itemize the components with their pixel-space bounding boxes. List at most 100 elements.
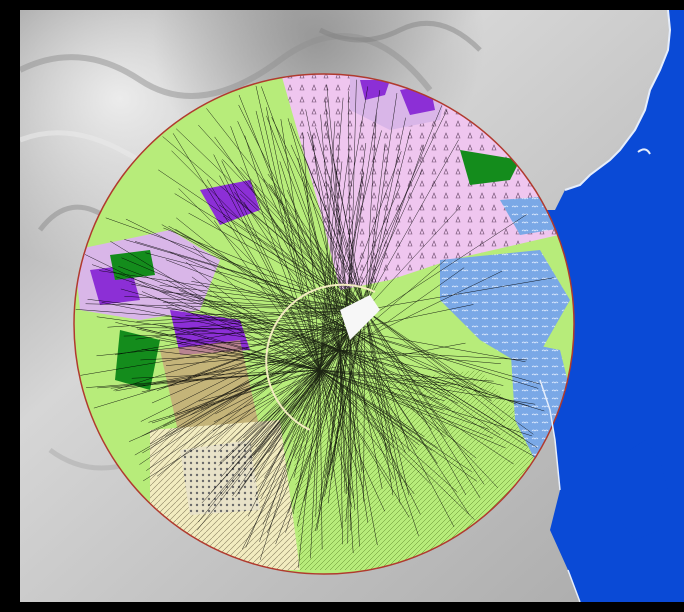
sight-line <box>364 93 398 311</box>
sight-line <box>286 189 351 331</box>
sight-line <box>315 127 366 311</box>
sight-line <box>349 329 406 453</box>
sight-line <box>225 329 351 477</box>
sight-line <box>136 309 366 322</box>
sight-line <box>319 121 336 371</box>
sight-line <box>319 369 410 518</box>
sight-line <box>364 277 554 311</box>
sight-line <box>261 86 351 331</box>
sight-line <box>285 329 351 533</box>
sight-line <box>151 369 321 424</box>
sight-line <box>179 339 341 351</box>
sight-line <box>349 329 439 401</box>
sight-line <box>260 329 351 500</box>
sight-line <box>115 322 321 371</box>
sight-lines <box>75 79 554 568</box>
sight-line <box>349 329 360 547</box>
sight-line <box>239 193 366 311</box>
sight-line <box>244 135 321 371</box>
sight-line <box>176 349 341 415</box>
sight-line <box>166 306 341 351</box>
sight-line <box>255 85 321 371</box>
sight-line <box>339 349 418 450</box>
sight-line <box>118 266 341 351</box>
sight-line <box>163 329 351 427</box>
sight-line <box>349 329 517 405</box>
sight-line <box>364 309 485 485</box>
sight-line <box>212 369 321 432</box>
sight-line <box>364 309 534 435</box>
sight-line <box>339 270 503 351</box>
sight-line <box>339 349 343 545</box>
sight-line <box>311 134 341 351</box>
sight-line <box>339 349 514 465</box>
sight-line <box>259 369 321 560</box>
sight-line <box>319 369 415 495</box>
sight-line <box>319 369 385 512</box>
sight-line <box>115 276 341 351</box>
sight-line <box>327 183 366 311</box>
sight-line <box>172 133 321 371</box>
sight-line <box>349 214 527 331</box>
sight-line <box>124 296 366 311</box>
sight-line <box>151 309 366 404</box>
sight-line <box>198 369 321 402</box>
sight-line <box>319 148 350 371</box>
sight-line <box>238 104 351 331</box>
sight-line <box>207 349 341 507</box>
sight-line <box>305 109 351 331</box>
sight-line <box>280 119 321 371</box>
sight-line <box>319 86 369 371</box>
sight-line <box>319 369 536 405</box>
sight-line <box>349 329 528 447</box>
sight-line <box>331 309 366 481</box>
sight-line <box>219 204 366 311</box>
sight-line <box>135 309 366 340</box>
sight-line <box>243 349 341 439</box>
sight-line <box>243 329 351 451</box>
sight-line <box>304 156 366 311</box>
sight-line <box>339 349 446 438</box>
map-view[interactable] <box>20 10 684 602</box>
sight-line <box>293 369 321 478</box>
sight-line <box>271 117 366 311</box>
sight-line <box>156 309 366 477</box>
sight-line <box>176 217 341 351</box>
sight-line <box>292 369 321 515</box>
sight-line <box>290 144 366 311</box>
sight-line <box>326 84 351 331</box>
sight-line <box>268 183 351 331</box>
sight-line <box>315 309 366 532</box>
sight-line <box>176 128 366 311</box>
sight-line <box>178 188 341 351</box>
sight-line <box>339 349 465 391</box>
sight-line <box>210 349 341 493</box>
sight-line <box>231 309 366 462</box>
sight-line <box>297 157 341 351</box>
sight-line <box>80 329 351 376</box>
sight-line <box>324 98 351 331</box>
sight-line <box>319 369 431 484</box>
viewshed-map[interactable] <box>20 10 684 602</box>
sight-line <box>219 175 321 371</box>
sight-line <box>139 309 366 465</box>
sight-line <box>302 132 321 371</box>
sight-line <box>319 109 448 371</box>
sight-line <box>271 184 351 331</box>
sight-line <box>364 309 403 489</box>
sight-line <box>364 112 377 311</box>
sight-line <box>114 309 366 356</box>
sight-line <box>323 329 351 479</box>
sight-line <box>206 309 366 449</box>
sight-line <box>84 254 321 371</box>
sight-line <box>319 369 433 451</box>
sight-line <box>349 79 357 331</box>
sight-line <box>315 369 321 518</box>
sight-line <box>364 309 410 496</box>
sight-line <box>364 309 467 495</box>
sight-line <box>349 329 524 439</box>
sight-line <box>364 309 401 504</box>
sight-line <box>319 369 354 499</box>
sight-line <box>169 251 351 331</box>
sight-line <box>339 349 354 554</box>
